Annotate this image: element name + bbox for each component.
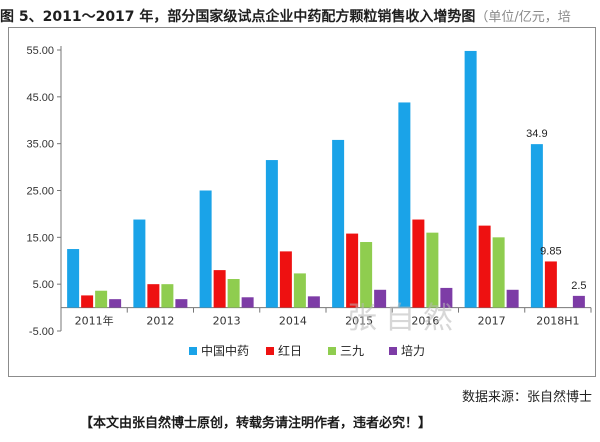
chart-frame: 55.00 45.00 35.00 25.00 15.00 5.00 -5.00 2011年 2… <box>8 27 596 377</box>
y-tick-label: 15.00 <box>26 232 54 244</box>
bar <box>492 237 505 308</box>
bar <box>360 242 373 308</box>
x-tick-label: 2018H1 <box>536 315 579 328</box>
copyright-footer: 【本文由张自然博士原创，转载务请注明作者，违者必究！】 <box>80 416 432 431</box>
y-tick-label: 25.00 <box>26 186 54 198</box>
data-source: 数据来源：张自然博士 <box>461 390 592 405</box>
legend-swatch <box>189 347 197 355</box>
bar <box>398 102 411 308</box>
x-tick-label: 2011年 <box>75 314 114 328</box>
bar <box>464 50 477 308</box>
bar <box>530 144 543 308</box>
bar <box>213 270 226 308</box>
bar <box>307 296 320 308</box>
bar <box>293 273 306 308</box>
chart-title-unit: （单位/亿元，培 <box>475 10 571 25</box>
bar <box>95 290 108 308</box>
bar <box>241 297 254 308</box>
x-tick-label: 2012 <box>146 315 174 328</box>
bar <box>265 160 278 308</box>
bar <box>175 299 188 308</box>
bar <box>426 232 439 308</box>
legend-swatch <box>266 347 274 355</box>
y-tick-label: 55.00 <box>26 45 54 57</box>
bar <box>412 219 425 308</box>
y-tick-label: -5.00 <box>29 326 54 338</box>
bar <box>199 190 212 308</box>
x-tick-label: 2014 <box>279 315 307 328</box>
bar <box>332 139 345 308</box>
bar <box>440 287 453 308</box>
x-tick-label: 2015 <box>345 315 373 328</box>
bar <box>147 284 160 308</box>
y-tick-label: 45.00 <box>26 92 54 104</box>
bar <box>572 295 585 308</box>
chart-title-text: 图 5、2011～2017 年，部分国家级试点企业中药配方颗粒销售收入增势图 <box>0 9 476 25</box>
bar <box>506 289 519 308</box>
bar <box>133 219 146 308</box>
bar <box>109 299 122 308</box>
watermark-text: 张自然 <box>347 301 461 336</box>
legend-label: 红日 <box>278 343 302 358</box>
x-tick-label: 2017 <box>478 315 506 328</box>
x-tick-label: 2013 <box>213 315 241 328</box>
bar <box>67 249 80 308</box>
bar <box>544 261 557 308</box>
data-label: 34.9 <box>526 128 547 140</box>
chart-title: 图 5、2011～2017 年，部分国家级试点企业中药配方颗粒销售收入增势图（单… <box>0 6 600 26</box>
bar <box>478 225 491 308</box>
bar-chart: 55.00 45.00 35.00 25.00 15.00 5.00 -5.00 2011年 2… <box>26 45 592 358</box>
legend-label: 三九 <box>340 344 364 358</box>
legend-swatch <box>328 347 336 355</box>
y-tick-label: 5.00 <box>33 279 54 291</box>
bar <box>279 251 292 308</box>
bar <box>227 279 240 308</box>
data-label: 9.85 <box>540 245 561 257</box>
y-tick-label: 35.00 <box>26 139 54 151</box>
x-tick-label: 2016 <box>411 315 439 328</box>
bar <box>81 295 94 308</box>
legend-label: 培力 <box>401 343 425 358</box>
bar <box>374 289 387 308</box>
legend-label: 中国中药 <box>201 343 249 358</box>
bar <box>161 284 174 308</box>
legend-swatch <box>389 347 397 355</box>
bar <box>346 233 359 308</box>
data-label: 2.5 <box>571 280 586 292</box>
